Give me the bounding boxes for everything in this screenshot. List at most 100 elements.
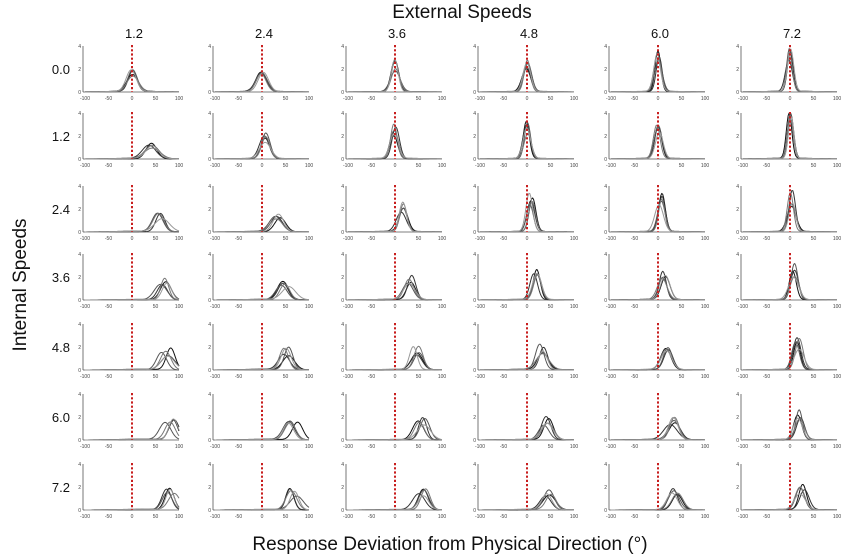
x-tick-label: 0 [261,236,264,242]
x-tick-label: 0 [131,374,134,380]
x-tick-label: -100 [210,444,220,450]
y-tick-label: 2 [208,415,211,421]
x-tick-label: -50 [105,444,112,450]
x-tick-label: -50 [368,96,375,102]
y-tick-label: 2 [78,415,81,421]
x-tick-label: -50 [763,96,770,102]
density-curve [611,350,706,371]
y-tick-label: 0 [736,157,739,163]
x-tick-label: -50 [763,304,770,310]
x-tick-label: -50 [763,444,770,450]
x-tick-label: 0 [394,96,397,102]
y-tick-label: 4 [604,111,607,117]
panel-r3-c3: 0 2 4 -100 -50 0 50 100 [473,252,578,310]
x-tick-label: -100 [606,304,616,310]
x-tick-label: -50 [500,236,507,242]
y-tick-label: 4 [208,111,211,117]
x-tick-label: 0 [261,304,264,310]
y-tick-label: 4 [341,322,344,328]
x-tick-label: 100 [570,96,579,102]
y-tick-label: 0 [78,438,81,444]
x-tick-label: 100 [175,163,184,169]
x-tick-label: -100 [210,304,220,310]
y-tick-label: 2 [473,134,476,140]
x-tick-label: -50 [368,374,375,380]
x-tick-label: 100 [570,304,579,310]
x-tick-label: 100 [438,163,447,169]
column-label-0: 1.2 [125,26,143,41]
y-tick-label: 0 [341,90,344,96]
x-tick-label: 0 [789,374,792,380]
panel-r6-c3: 0 2 4 -100 -50 0 50 100 [473,462,578,520]
density-curve [611,204,706,233]
y-tick-label: 0 [473,230,476,236]
y-tick-label: 2 [341,134,344,140]
x-tick-label: -100 [343,304,353,310]
y-tick-label: 0 [78,368,81,374]
y-tick-label: 4 [341,392,344,398]
y-tick-label: 4 [736,252,739,258]
y-tick-label: 0 [736,508,739,514]
x-tick-label: 50 [548,444,554,450]
y-tick-label: 4 [473,462,476,468]
panel-r2-c4: 0 2 4 -100 -50 0 50 100 [604,184,709,242]
x-tick-label: -100 [210,163,220,169]
y-tick-label: 4 [473,322,476,328]
x-tick-label: 50 [153,96,159,102]
x-tick-label: -100 [343,96,353,102]
panel-r6-c0: 0 2 4 -100 -50 0 50 100 [78,462,183,520]
x-tick-label: 50 [153,304,159,310]
density-curve [742,417,837,441]
y-tick-label: 0 [208,298,211,304]
y-tick-label: 4 [473,111,476,117]
y-tick-label: 0 [341,438,344,444]
y-tick-label: 0 [473,438,476,444]
y-tick-label: 0 [473,298,476,304]
y-tick-label: 4 [78,184,81,190]
y-tick-label: 4 [736,184,739,190]
x-tick-label: -50 [105,163,112,169]
y-tick-label: 2 [78,207,81,213]
x-tick-label: 0 [131,236,134,242]
panel-r6-c5: 0 2 4 -100 -50 0 50 100 [736,462,841,520]
y-tick-label: 4 [604,462,607,468]
x-tick-label: -100 [343,236,353,242]
x-tick-label: 50 [416,96,422,102]
x-tick-label: 50 [679,96,685,102]
x-tick-label: 50 [548,236,554,242]
x-tick-label: 100 [175,514,184,520]
x-tick-label: -50 [368,304,375,310]
y-tick-label: 2 [473,275,476,281]
x-tick-label: -100 [80,514,90,520]
y-tick-label: 4 [78,462,81,468]
x-tick-label: 100 [175,96,184,102]
x-tick-label: 0 [789,236,792,242]
x-tick-label: 100 [305,444,314,450]
x-tick-label: 0 [526,374,529,380]
row-label-0: 0.0 [52,62,70,77]
density-curve [348,283,443,301]
y-tick-label: 4 [208,392,211,398]
x-tick-label: 50 [153,374,159,380]
column-label-2: 3.6 [388,26,406,41]
y-tick-label: 2 [208,345,211,351]
y-tick-label: 2 [736,207,739,213]
x-tick-label: -100 [738,444,748,450]
y-tick-label: 2 [78,134,81,140]
x-tick-label: 100 [833,444,842,450]
x-tick-label: -50 [763,163,770,169]
x-tick-label: -100 [80,304,90,310]
y-tick-label: 0 [208,230,211,236]
panel-r4-c3: 0 2 4 -100 -50 0 50 100 [473,322,578,380]
y-tick-label: 4 [341,111,344,117]
x-tick-label: 50 [679,374,685,380]
x-tick-label: 0 [789,444,792,450]
row-label-2: 2.4 [52,202,70,217]
x-tick-label: 0 [261,444,264,450]
panel-r4-c4: 0 2 4 -100 -50 0 50 100 [604,322,709,380]
x-tick-label: 100 [438,514,447,520]
x-tick-label: -50 [631,304,638,310]
x-tick-label: 0 [394,444,397,450]
panel-r6-c1: 0 2 4 -100 -50 0 50 100 [208,462,313,520]
y-tick-label: 2 [736,275,739,281]
